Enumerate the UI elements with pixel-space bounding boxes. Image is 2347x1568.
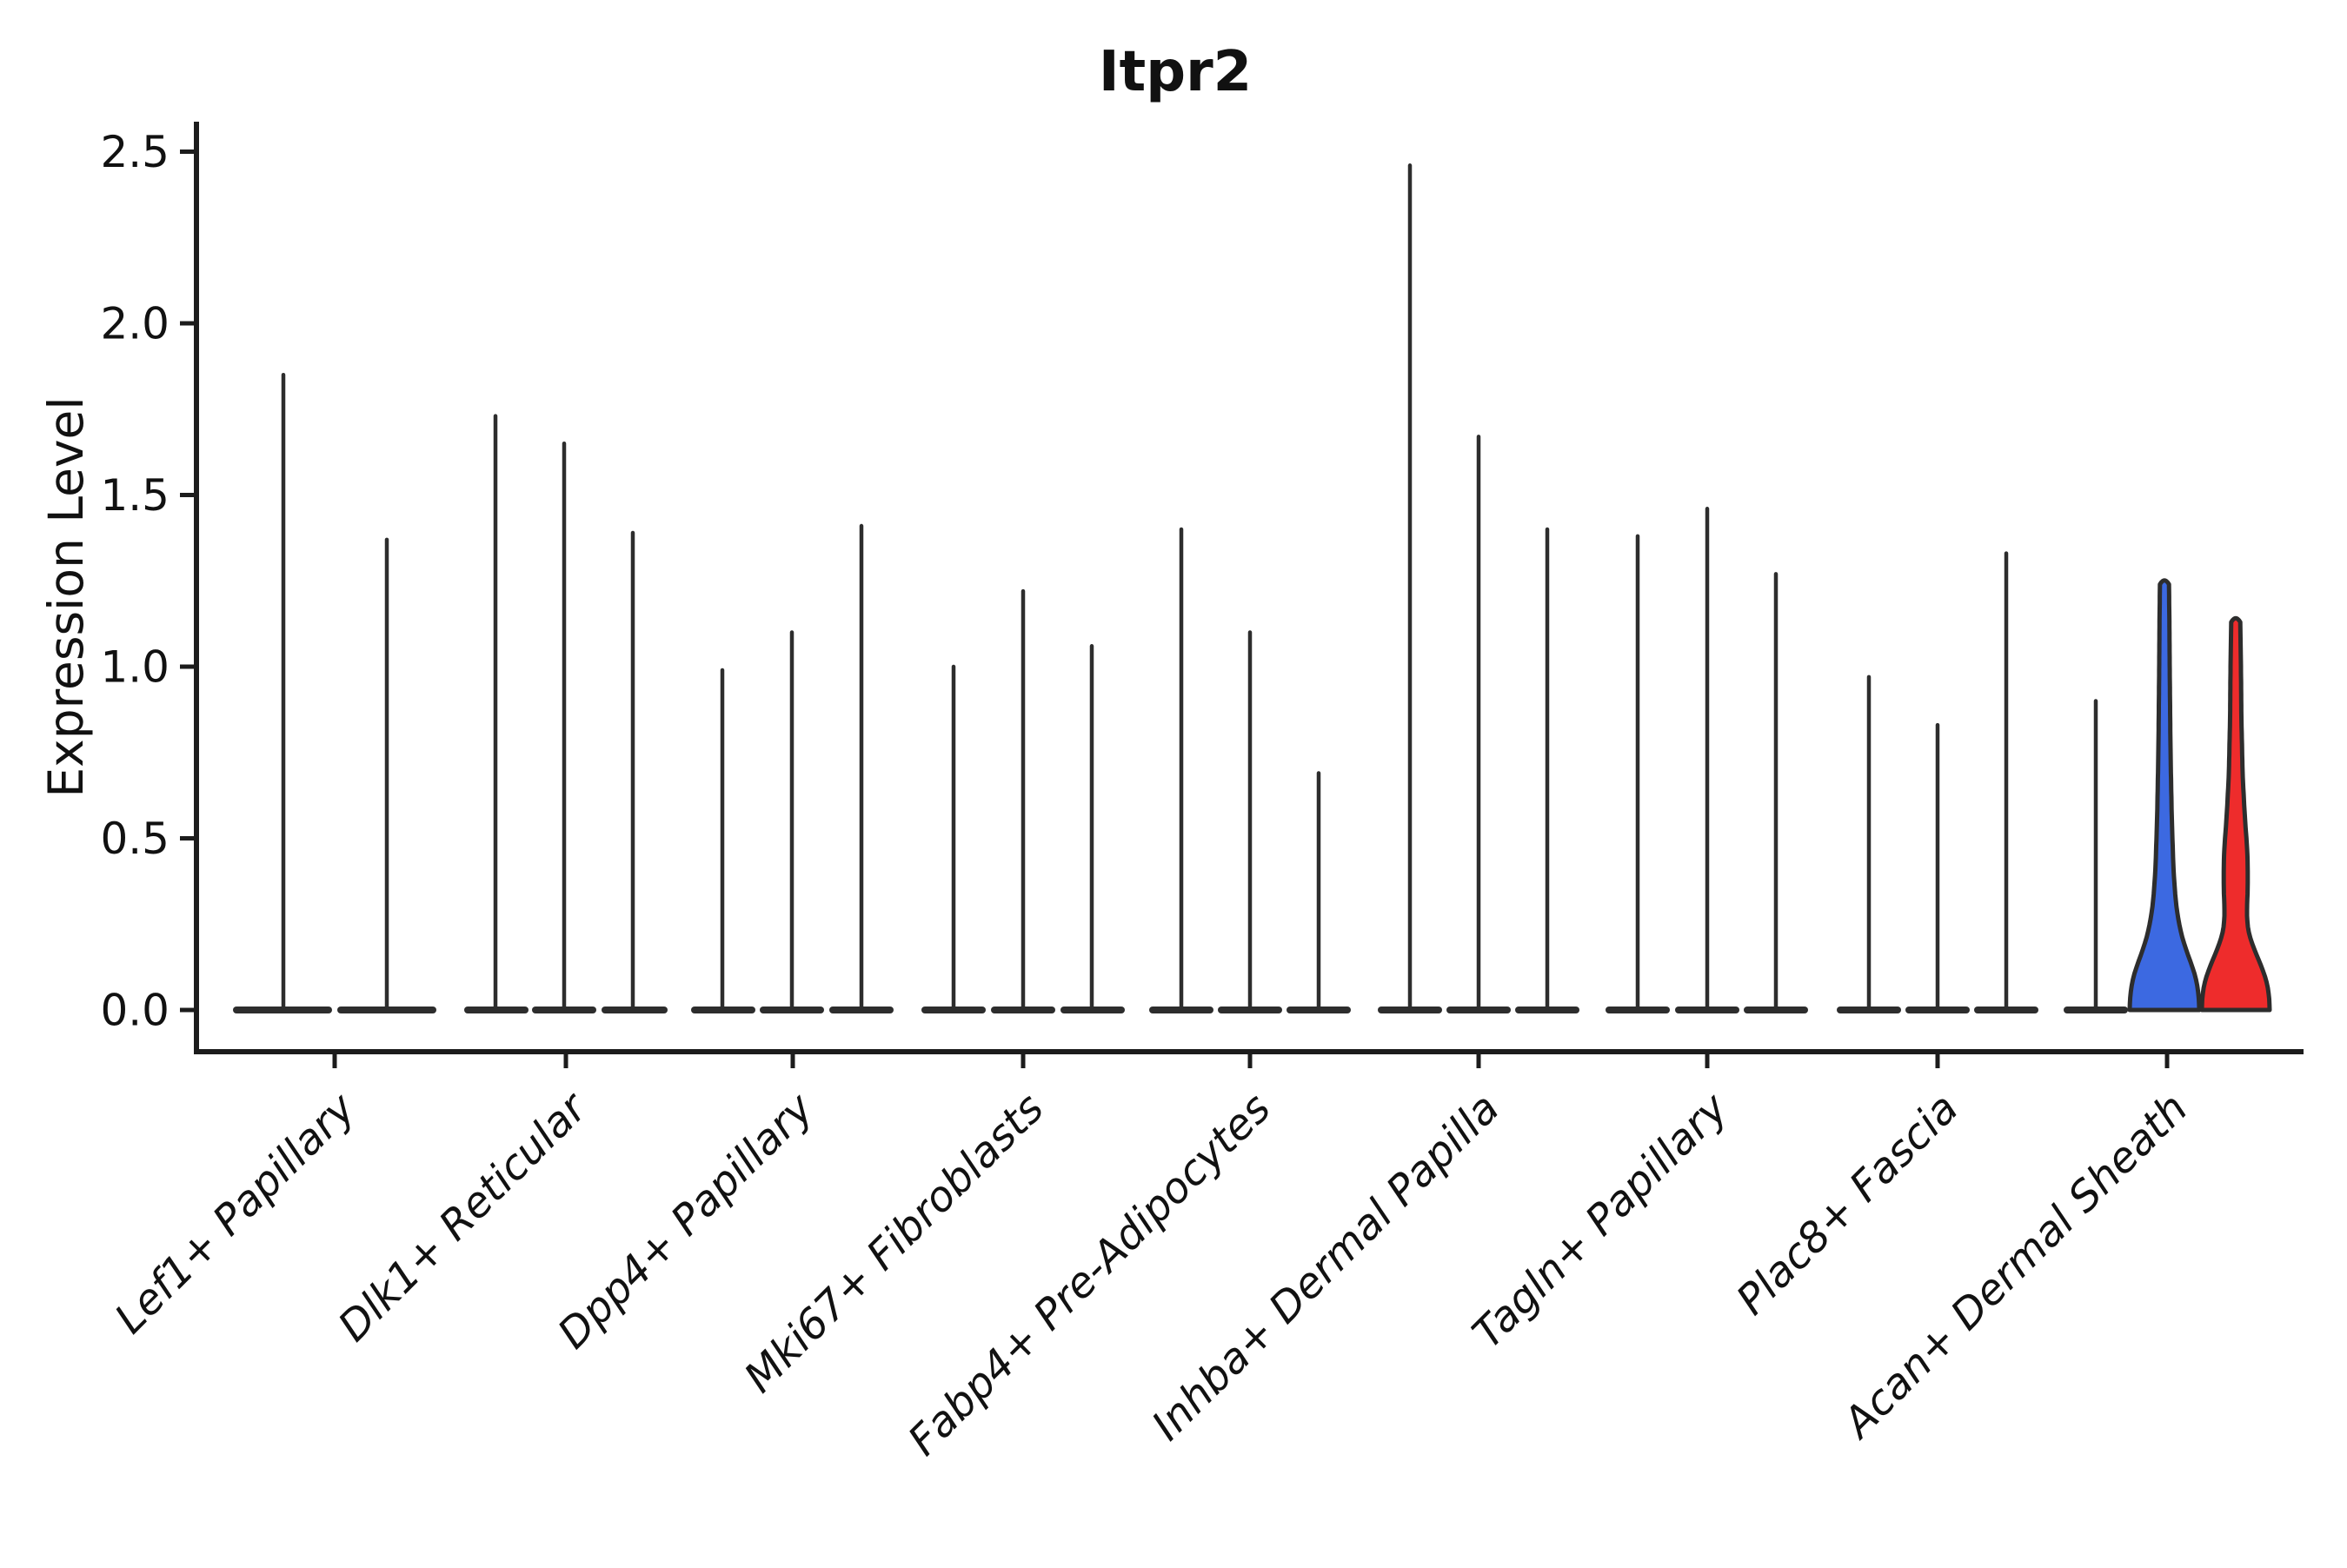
x-tick-label: Dlk1+ Reticular: [329, 1082, 598, 1352]
y-tick-label: 2.5: [100, 127, 170, 177]
y-tick-label: 1.0: [100, 642, 170, 693]
chart-title: Itpr2: [1099, 40, 1252, 104]
y-tick-label: 1.5: [100, 470, 170, 521]
y-axis-label: Expression Level: [38, 396, 94, 797]
x-tick-label: Lef1+ Papillary: [106, 1084, 366, 1344]
y-tick-label: 2.0: [100, 299, 170, 349]
x-tick-label: Plac8+ Fascia: [1727, 1084, 1968, 1325]
y-tick-label: 0.5: [100, 814, 170, 864]
x-tick-label: Dpp4+ Papillary: [549, 1084, 823, 1359]
violin-filled-blue: [2127, 578, 2202, 1013]
x-tick-label: Tagln+ Papillary: [1463, 1084, 1738, 1359]
violins-layer: [233, 163, 2272, 1013]
x-tick-label: Fabp4+ Pre-Adipocytes: [899, 1084, 1280, 1465]
y-tick-label: 0.0: [100, 986, 170, 1036]
violin-filled-red: [2199, 615, 2272, 1013]
y-axis-ticks: 0.0 0.5 1.0 1.5 2.0 2.5: [100, 127, 196, 1036]
